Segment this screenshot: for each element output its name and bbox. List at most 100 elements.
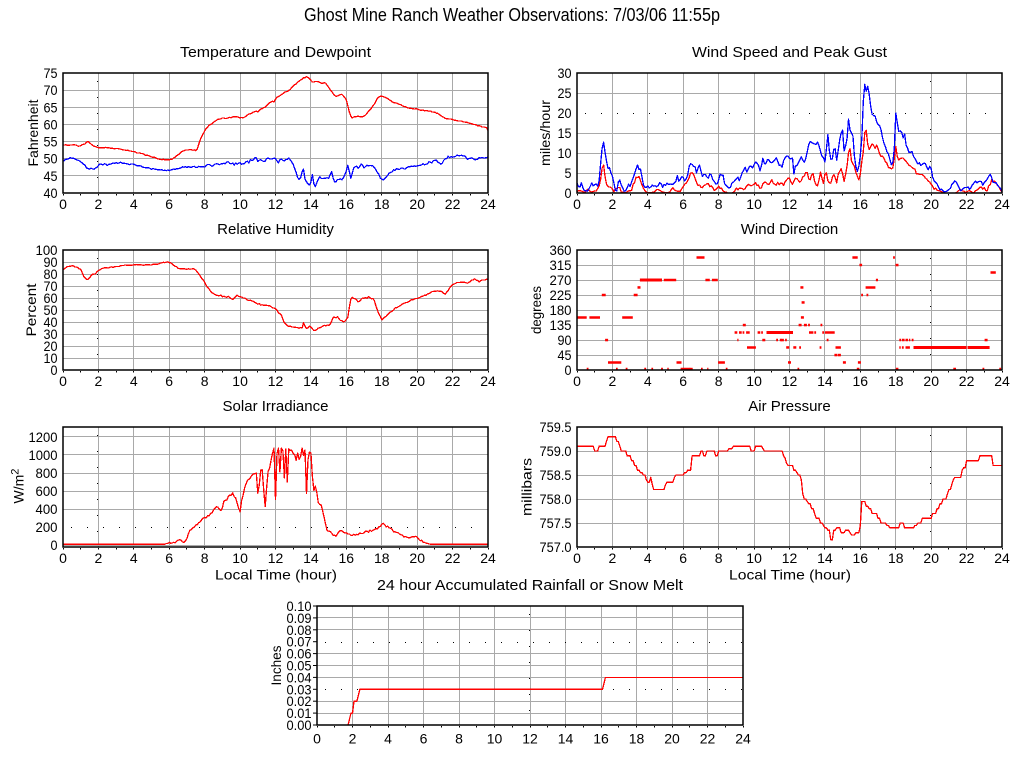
svg-text:40: 40 [44,185,58,201]
svg-text:1200: 1200 [29,429,58,445]
svg-text:18: 18 [374,550,390,566]
svg-text:20: 20 [664,731,680,747]
svg-text:Wind Direction: Wind Direction [741,221,839,238]
svg-text:4: 4 [130,373,138,389]
svg-text:0.08: 0.08 [287,622,312,638]
svg-text:55: 55 [44,134,58,150]
svg-text:Relative Humidity: Relative Humidity [217,221,334,238]
svg-text:20: 20 [923,550,939,566]
svg-text:20: 20 [409,550,425,566]
svg-text:24: 24 [994,550,1010,566]
svg-text:759.5: 759.5 [540,419,572,435]
svg-text:757.5: 757.5 [540,515,572,531]
svg-text:6: 6 [420,731,428,747]
svg-text:90: 90 [44,254,58,270]
svg-text:2: 2 [349,731,357,747]
svg-text:6: 6 [165,196,173,212]
svg-text:20: 20 [923,373,939,389]
svg-text:14: 14 [817,550,833,566]
svg-text:200: 200 [36,519,58,535]
svg-text:6: 6 [165,373,173,389]
svg-text:10: 10 [558,145,572,161]
svg-text:2: 2 [609,550,617,566]
svg-text:16: 16 [853,196,869,212]
svg-text:24: 24 [994,196,1010,212]
svg-text:16: 16 [853,373,869,389]
svg-text:45: 45 [44,168,58,184]
svg-text:0.10: 0.10 [287,598,312,614]
svg-text:400: 400 [36,501,58,517]
svg-text:0.06: 0.06 [287,646,312,662]
svg-text:16: 16 [593,731,609,747]
svg-text:135: 135 [550,317,572,333]
svg-text:8: 8 [455,731,463,747]
svg-text:2: 2 [95,373,103,389]
svg-text:8: 8 [201,196,209,212]
svg-text:20: 20 [409,196,425,212]
svg-text:miles/hour: miles/hour [537,100,553,166]
svg-text:10: 10 [232,550,248,566]
svg-text:1000: 1000 [29,447,58,463]
svg-text:Air Pressure: Air Pressure [748,398,831,415]
svg-text:Local Time (hour): Local Time (hour) [729,567,851,583]
svg-text:0: 0 [51,537,58,553]
svg-text:6: 6 [165,550,173,566]
svg-text:360: 360 [550,242,572,258]
svg-text:759.0: 759.0 [540,443,572,459]
svg-text:Ghost Mine Ranch Weather Obser: Ghost Mine Ranch Weather Observations: 7… [304,5,720,25]
svg-text:70: 70 [44,82,58,98]
svg-text:60: 60 [44,290,58,306]
svg-text:20: 20 [923,196,939,212]
svg-text:24: 24 [480,550,496,566]
svg-text:16: 16 [339,373,355,389]
svg-text:14: 14 [303,196,319,212]
svg-text:8: 8 [715,550,723,566]
svg-text:16: 16 [339,196,355,212]
svg-text:8: 8 [715,196,723,212]
svg-text:0.00: 0.00 [287,717,312,733]
svg-text:0: 0 [573,373,581,389]
svg-text:20: 20 [409,373,425,389]
svg-text:Fahrenheit: Fahrenheit [25,99,41,166]
svg-text:45: 45 [558,347,572,363]
svg-text:50: 50 [44,151,58,167]
svg-text:0.07: 0.07 [287,634,312,650]
svg-text:30: 30 [44,326,58,342]
svg-text:10: 10 [44,350,58,366]
svg-text:16: 16 [339,550,355,566]
svg-text:18: 18 [374,196,390,212]
svg-text:Local Time (hour): Local Time (hour) [215,567,337,583]
svg-text:20: 20 [44,338,58,354]
svg-text:Temperature and Dewpoint: Temperature and Dewpoint [180,44,372,61]
svg-text:0: 0 [59,550,67,566]
svg-text:0: 0 [59,196,67,212]
svg-text:12: 12 [268,373,284,389]
svg-text:0: 0 [313,731,321,747]
svg-text:W/m2: W/m2 [10,469,27,504]
svg-text:0: 0 [565,362,572,378]
svg-text:14: 14 [558,731,574,747]
svg-text:16: 16 [853,550,869,566]
svg-text:24: 24 [994,373,1010,389]
svg-text:65: 65 [44,99,58,115]
svg-text:25: 25 [558,85,572,101]
svg-text:24: 24 [480,373,496,389]
svg-text:12: 12 [782,373,798,389]
svg-text:18: 18 [888,196,904,212]
svg-text:270: 270 [550,272,572,288]
svg-text:12: 12 [782,196,798,212]
svg-text:180: 180 [550,302,572,318]
svg-text:22: 22 [445,196,461,212]
svg-text:10: 10 [746,373,762,389]
svg-text:0: 0 [59,373,67,389]
svg-text:18: 18 [888,373,904,389]
svg-text:10: 10 [232,373,248,389]
svg-text:40: 40 [44,314,58,330]
svg-text:0.02: 0.02 [287,693,312,709]
svg-text:15: 15 [558,125,572,141]
svg-text:Wind Speed and Peak Gust: Wind Speed and Peak Gust [692,44,888,61]
svg-text:6: 6 [679,196,687,212]
svg-text:12: 12 [268,196,284,212]
svg-text:758.5: 758.5 [540,467,572,483]
svg-text:20: 20 [558,105,572,121]
